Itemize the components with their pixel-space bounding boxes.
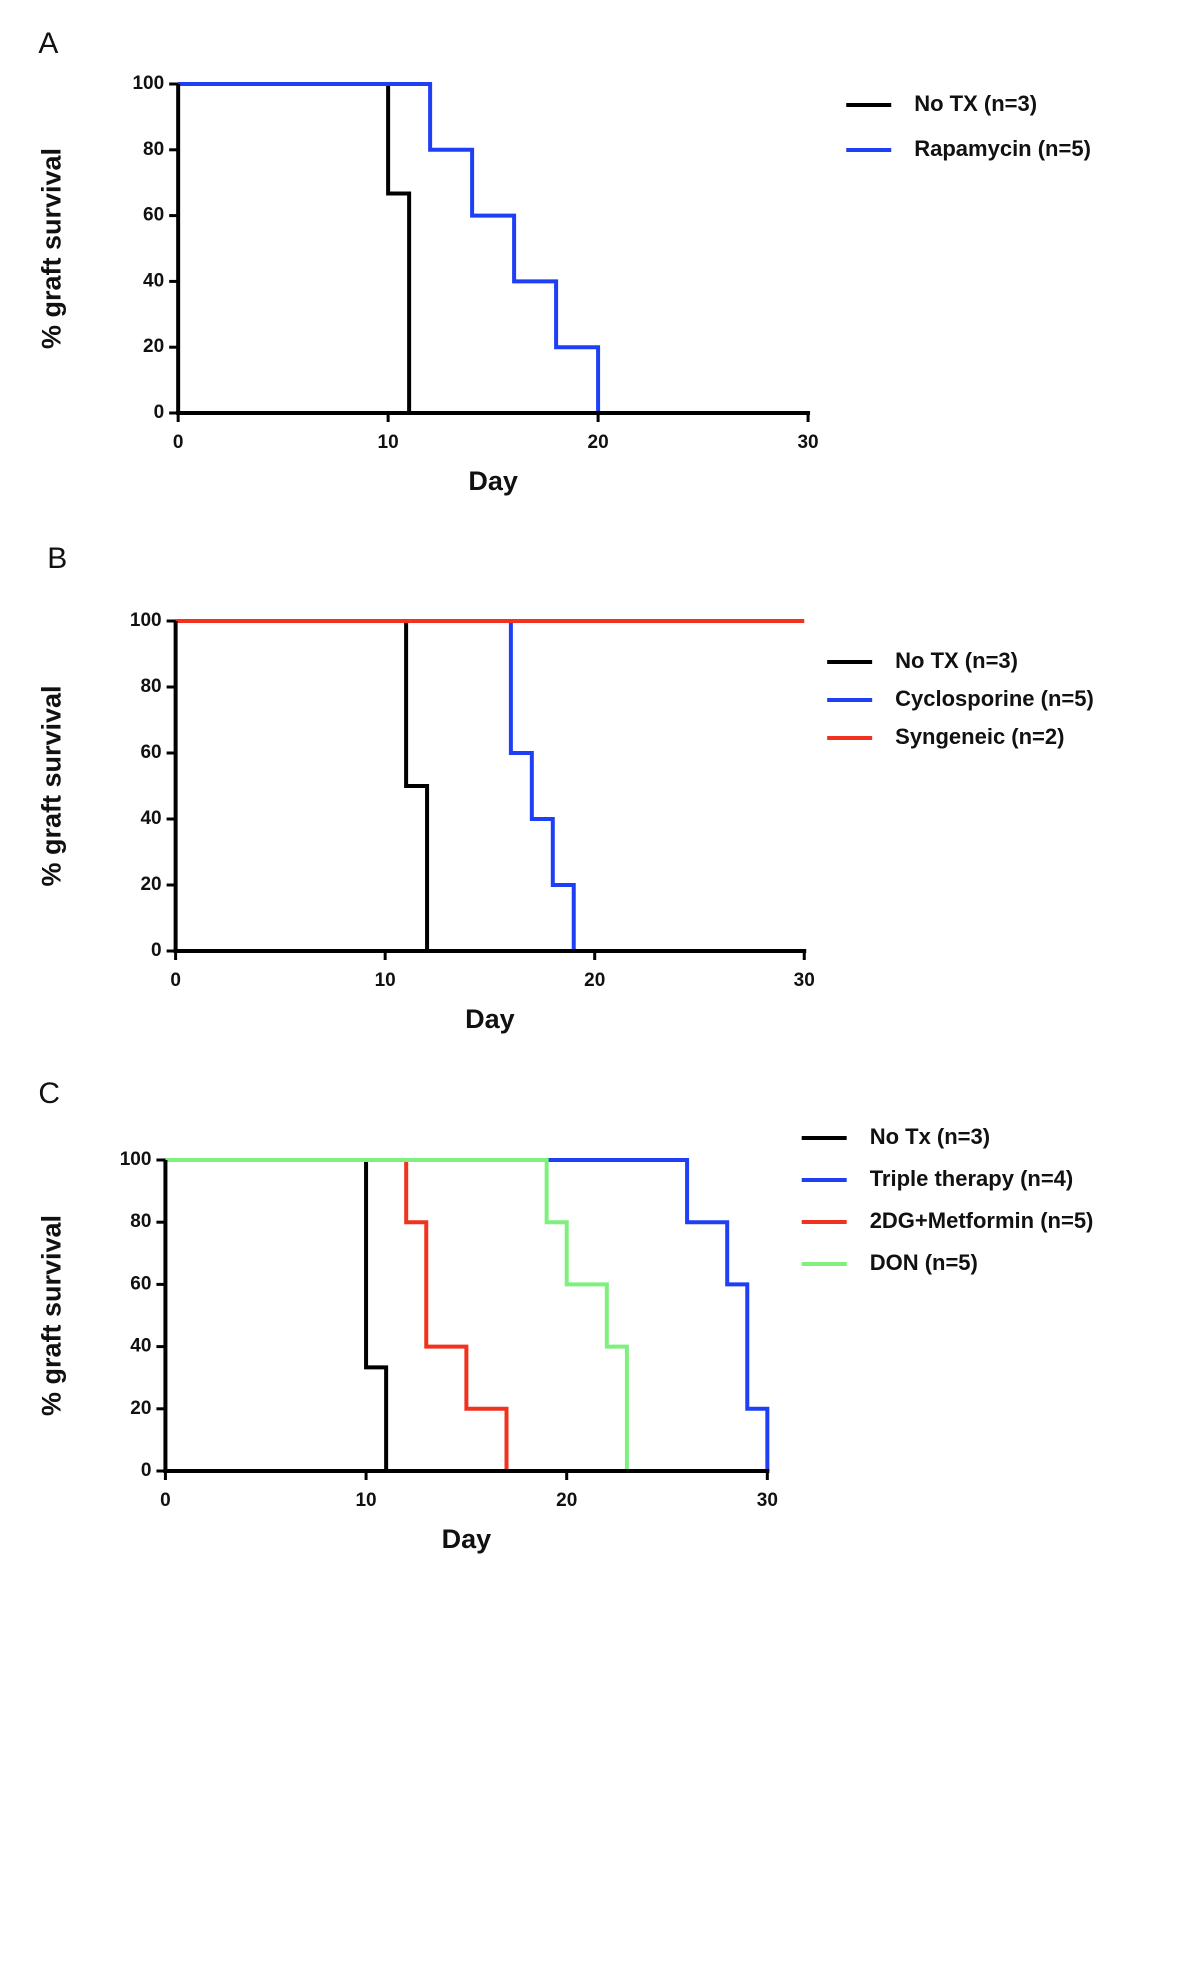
y-tick-label: 0 — [141, 1460, 152, 1481]
panel-label: B — [47, 542, 67, 575]
survival-curve — [178, 82, 601, 413]
x-tick-label: 10 — [375, 970, 396, 991]
y-tick-label: 100 — [130, 610, 162, 631]
y-tick-label: 100 — [132, 73, 164, 94]
panel: C No Tx (n=3) Triple therapy (n=4) 2DG+Metf… — [37, 1077, 1094, 1554]
x-axis-label: Day — [442, 1524, 492, 1554]
x-axis-label: Day — [468, 466, 518, 496]
legend-label: Cyclosporine (n=5) — [895, 686, 1094, 711]
y-tick-label: 20 — [130, 1398, 151, 1419]
y-tick-label: 40 — [130, 1336, 151, 1357]
survival-curve — [165, 1158, 509, 1471]
y-tick-label: 0 — [151, 940, 162, 961]
survival-curve — [165, 1158, 770, 1471]
x-tick-label: 30 — [757, 1490, 778, 1511]
panel-label: C — [38, 1077, 60, 1110]
y-tick-label: 40 — [143, 270, 164, 291]
panel-label: A — [38, 27, 58, 60]
legend-label: DON (n=5) — [870, 1250, 978, 1275]
legend-label: Rapamycin (n=5) — [914, 136, 1091, 161]
y-tick-label: 60 — [140, 742, 161, 763]
y-tick-label: 20 — [140, 874, 161, 895]
legend-label: No TX (n=3) — [895, 648, 1018, 673]
x-tick-label: 10 — [355, 1490, 376, 1511]
x-tick-label: 20 — [556, 1490, 577, 1511]
x-tick-label: 0 — [160, 1490, 171, 1511]
x-tick-label: 0 — [173, 432, 184, 453]
y-tick-label: 100 — [120, 1149, 152, 1170]
legend-label: Syngeneic (n=2) — [895, 724, 1064, 749]
legend-label: Triple therapy (n=4) — [870, 1166, 1074, 1191]
survival-curve — [175, 619, 430, 951]
x-axis-label: Day — [465, 1004, 515, 1034]
y-tick-label: 60 — [130, 1273, 151, 1294]
x-tick-label: 30 — [797, 432, 818, 453]
x-tick-label: 0 — [170, 970, 181, 991]
survival-curve — [165, 1158, 629, 1471]
panel: B No TX (n=3) Cyclosporine (n=5) Syngeneic … — [37, 542, 1094, 1034]
y-tick-label: 80 — [143, 139, 164, 160]
x-tick-label: 20 — [584, 970, 605, 991]
y-tick-label: 40 — [140, 808, 161, 829]
legend-label: No Tx (n=3) — [870, 1124, 990, 1149]
y-tick-label: 0 — [154, 402, 165, 423]
y-axis-label: % graft survival — [37, 685, 67, 886]
survival-curve — [175, 619, 576, 951]
legend-label: No TX (n=3) — [914, 91, 1037, 116]
y-axis-label: % graft survival — [37, 148, 67, 349]
survival-curve — [178, 82, 412, 413]
legend-label: 2DG+Metformin (n=5) — [870, 1208, 1094, 1233]
y-tick-label: 80 — [140, 676, 161, 697]
y-tick-label: 60 — [143, 205, 164, 226]
x-tick-label: 30 — [794, 970, 815, 991]
y-tick-label: 80 — [130, 1211, 151, 1232]
y-axis-label: % graft survival — [37, 1215, 67, 1416]
survival-curve — [165, 1158, 389, 1471]
panel: A No TX (n=3) Rapamycin (n=5) 0 20 40 60 80 100 0… — [37, 27, 1091, 496]
y-tick-label: 20 — [143, 336, 164, 357]
x-tick-label: 10 — [378, 432, 399, 453]
x-tick-label: 20 — [588, 432, 609, 453]
